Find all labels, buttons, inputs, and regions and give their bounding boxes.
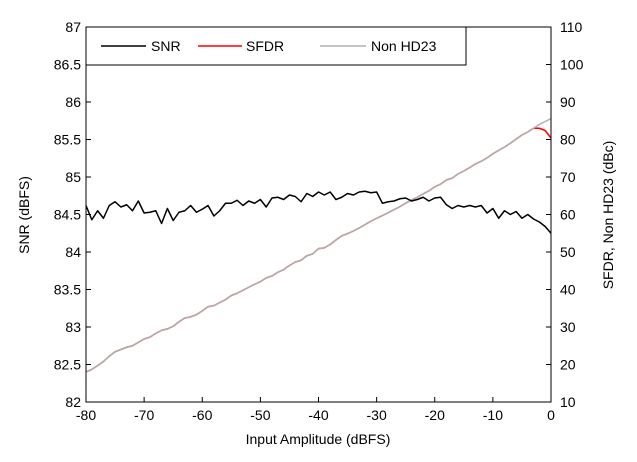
- x-tick-label: 0: [547, 407, 555, 423]
- y-right-tick-label: 40: [560, 282, 576, 298]
- legend-box: [85, 26, 467, 66]
- y-axis-right: 10 20 30 40 50 60 70 80 90 100 110: [546, 19, 584, 410]
- x-axis: -80 -70 -60 -50 -40 -30 -20 -10 0: [76, 397, 555, 423]
- y-right-tick-label: 90: [560, 94, 576, 110]
- y-right-tick-label: 110: [560, 19, 583, 35]
- legend-label-sfdr: SFDR: [246, 38, 284, 54]
- x-tick-label: -20: [425, 407, 445, 423]
- y-right-tick-label: 30: [560, 319, 576, 335]
- y-right-tick-label: 80: [560, 132, 576, 148]
- x-tick-label: -10: [483, 407, 503, 423]
- y-axis-left: 82 82.5 83 83.5 84 84.5 85 85.5 86 86.5 87: [54, 19, 91, 410]
- y-right-tick-label: 70: [560, 169, 576, 185]
- y-left-tick-label: 86.5: [54, 57, 81, 73]
- x-tick-label: -70: [134, 407, 154, 423]
- series-line-sfdr: [86, 127, 551, 373]
- y-right-tick-label: 10: [560, 394, 576, 410]
- x-tick-label: -60: [192, 407, 212, 423]
- series-layer: [86, 117, 551, 373]
- y-axis-right-title: SFDR, Non HD23 (dBc): [600, 141, 616, 290]
- y-left-tick-label: 84.5: [54, 207, 81, 223]
- x-tick-label: -80: [76, 407, 96, 423]
- x-tick-label: -50: [250, 407, 270, 423]
- y-left-tick-label: 83: [65, 319, 81, 335]
- y-right-tick-label: 20: [560, 357, 576, 373]
- y-left-tick-label: 83.5: [54, 282, 81, 298]
- y-axis-left-title: SNR (dBFS): [16, 176, 32, 254]
- y-left-tick-label: 82.5: [54, 357, 81, 373]
- y-left-tick-label: 84: [65, 244, 81, 260]
- y-right-tick-label: 100: [560, 57, 584, 73]
- legend: SNR SFDR Non HD23: [85, 26, 467, 66]
- y-left-tick-label: 87: [65, 19, 81, 35]
- y-left-tick-label: 86: [65, 94, 81, 110]
- series-line-snr: [86, 190, 551, 234]
- series-line-non-hd23: [86, 117, 551, 373]
- y-left-tick-label: 85: [65, 169, 81, 185]
- legend-label-non-hd23: Non HD23: [371, 38, 437, 54]
- x-tick-label: -40: [308, 407, 328, 423]
- y-left-tick-label: 85.5: [54, 132, 81, 148]
- plot-frame: [85, 26, 552, 403]
- legend-label-snr: SNR: [151, 38, 181, 54]
- y-right-tick-label: 60: [560, 207, 576, 223]
- y-left-tick-label: 82: [65, 394, 81, 410]
- y-right-tick-label: 50: [560, 244, 576, 260]
- x-axis-title: Input Amplitude (dBFS): [246, 431, 391, 447]
- x-tick-label: -30: [367, 407, 387, 423]
